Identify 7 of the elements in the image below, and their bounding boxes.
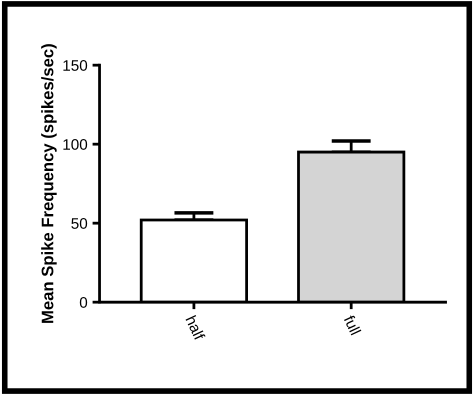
x-tick-label: half (185, 314, 206, 342)
y-tick-label: 100 (63, 139, 88, 150)
y-axis-title: Mean Spike Frequency (spikes/sec) (41, 44, 57, 323)
y-tick-label: 150 (63, 60, 88, 71)
x-tick-label: full (343, 314, 362, 336)
y-tick-label: 0 (80, 297, 88, 308)
y-tick-label: 50 (71, 218, 88, 229)
